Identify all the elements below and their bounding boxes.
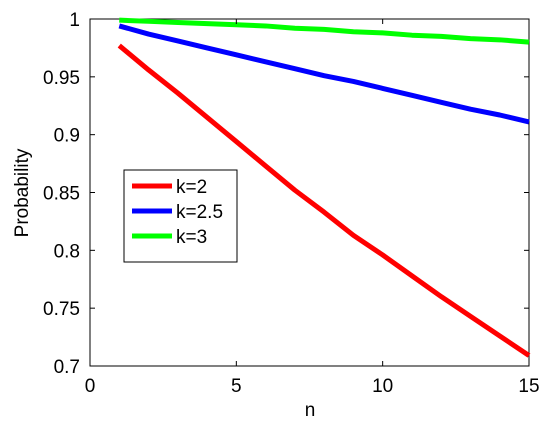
legend-label-1: k=2: [176, 177, 207, 198]
legend: k=2 k=2.5 k=3: [123, 169, 238, 263]
y-tick-label-5: 0.9: [54, 126, 80, 147]
x-tick-label-3: 10: [372, 376, 393, 397]
series-line-1: [117, 43, 531, 358]
x-tick-label-4: 15: [518, 376, 539, 397]
y-tick-label-1: 0.7: [54, 357, 80, 378]
series-line-3: [119, 17, 530, 45]
y-tick-label-7: 1: [69, 10, 80, 31]
x-axis-label: n: [305, 400, 316, 421]
axes-layer: 0 5 10 15 0.7 0.75 0.8 0.85 0.9 0.95 1: [43, 10, 540, 397]
y-tick-label-3: 0.8: [54, 241, 80, 262]
y-axis-label: Probability: [12, 148, 33, 237]
y-tick-label-4: 0.85: [43, 184, 80, 205]
series-line-2: [118, 23, 530, 125]
legend-label-3: k=3: [176, 227, 207, 248]
legend-label-2: k=2.5: [176, 202, 223, 223]
y-tick-label-6: 0.95: [43, 68, 80, 89]
x-tick-label-2: 5: [231, 376, 242, 397]
y-tick-label-2: 0.75: [43, 299, 80, 320]
x-tick-label-1: 0: [85, 376, 96, 397]
